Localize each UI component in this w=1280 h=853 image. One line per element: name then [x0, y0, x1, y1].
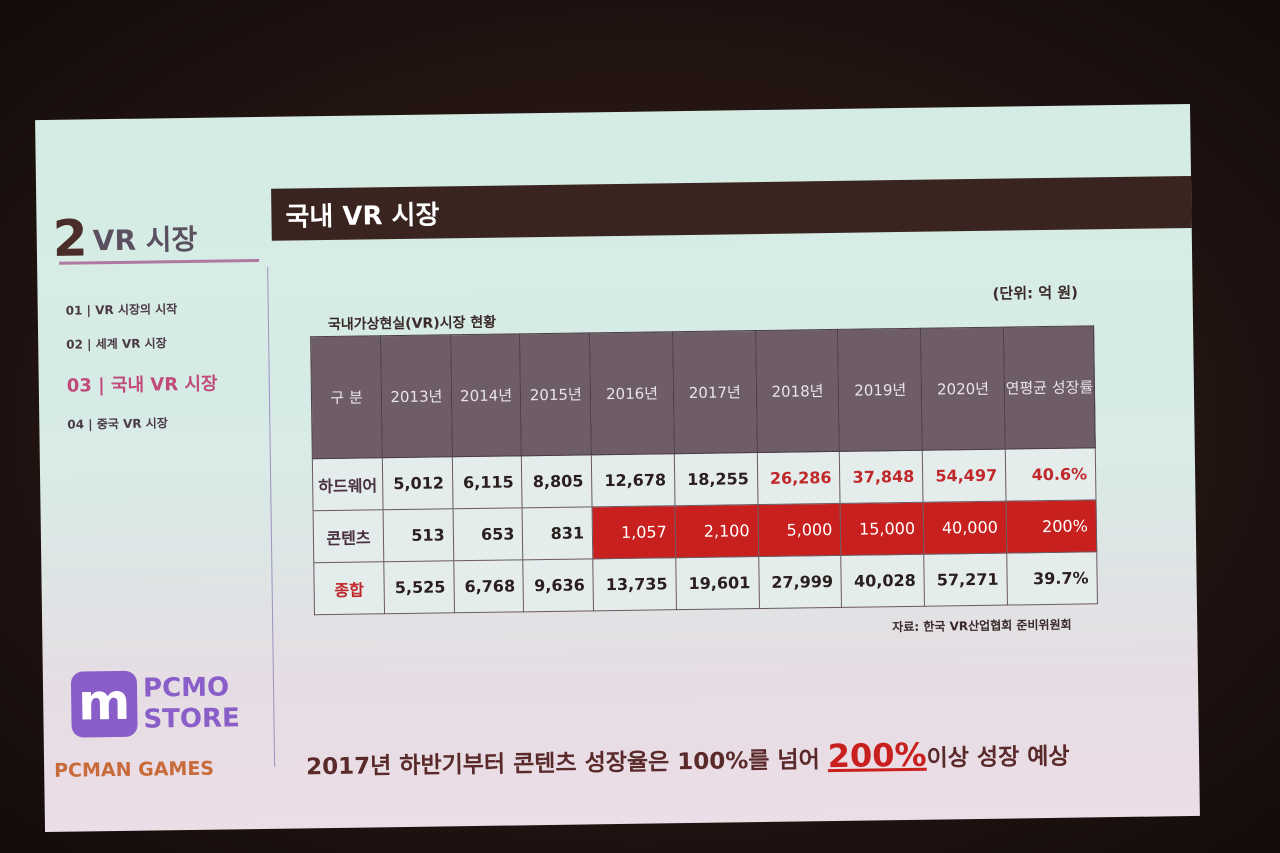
row-label: 종합 — [313, 561, 385, 615]
cell: 40,028 — [841, 554, 925, 608]
cell: 5,525 — [383, 560, 455, 614]
cell: 6,115 — [452, 455, 523, 509]
cell: 12,678 — [591, 453, 675, 507]
cell-highlight: 200% — [1005, 499, 1097, 554]
cell-highlight: 2,100 — [674, 504, 759, 558]
header-cell: 연평균 성장률 — [1003, 325, 1096, 450]
cell: 513 — [383, 508, 454, 562]
footer-pre: 2017년 하반기부터 콘텐츠 성장율은 100%를 넘어 — [305, 747, 828, 781]
footer-highlight: 200% — [827, 735, 927, 776]
cell: 19,601 — [675, 556, 760, 610]
cell-highlight: 5,000 — [757, 503, 842, 557]
divider — [59, 258, 260, 265]
divider — [267, 266, 276, 767]
cell: 653 — [452, 507, 524, 561]
cell-highlight: 15,000 — [840, 502, 924, 556]
nav-item-3-active: 03 | 국내 VR 시장 — [66, 373, 218, 397]
header-cell: 2013년 — [380, 334, 453, 458]
cell-highlight: 40,000 — [923, 501, 1007, 555]
cell: 18,255 — [674, 452, 758, 506]
header-cell: 2016년 — [589, 331, 675, 455]
cell-highlight: 1,057 — [592, 505, 676, 559]
cell: 37,848 — [839, 450, 924, 504]
nav-item-4: 04 | 중국 VR 시장 — [67, 416, 168, 432]
pcman-games-logo: PCMAN GAMES — [54, 757, 215, 782]
cell: 26,286 — [757, 451, 841, 505]
cell: 39.7% — [1006, 551, 1098, 606]
nav-item-1: 01 | VR 시장의 시작 — [65, 302, 178, 318]
header-cell: 2020년 — [920, 327, 1006, 451]
header-cell: 2015년 — [520, 332, 592, 456]
table-caption: 국내가상현실(VR)시장 현황 — [327, 314, 497, 334]
cell: 54,497 — [922, 449, 1006, 503]
cell: 57,271 — [923, 553, 1008, 607]
unit-label: (단위: 억 원) — [992, 283, 1079, 303]
slide-title: 국내 VR 시장 — [271, 175, 1192, 241]
cell: 831 — [522, 506, 593, 560]
header-cell: 2018년 — [755, 329, 840, 453]
section-title: VR 시장 — [92, 222, 198, 258]
footer-statement: 2017년 하반기부터 콘텐츠 성장율은 100%를 넘어 200%이상 성장 … — [306, 734, 1070, 783]
cell: 9,636 — [523, 558, 594, 612]
header-cell: 2019년 — [838, 328, 923, 452]
table-header-row: 구 분 2013년 2014년 2015년 2016년 2017년 2018년 … — [310, 325, 1096, 459]
cell: 6,768 — [453, 559, 524, 613]
cell: 5,012 — [382, 456, 453, 510]
row-label: 하드웨어 — [312, 457, 384, 511]
table-row: 종합 5,525 6,768 9,636 13,735 19,601 27,99… — [313, 551, 1098, 615]
cell: 40.6% — [1005, 447, 1096, 502]
section-number: 2 — [52, 209, 88, 268]
cell: 8,805 — [521, 454, 593, 508]
nav-item-2: 02 | 세계 VR 시장 — [66, 336, 167, 352]
header-cell: 2017년 — [672, 330, 758, 454]
source-note: 자료: 한국 VR산업협회 준비위원회 — [892, 617, 1072, 635]
header-cell: 구 분 — [310, 335, 383, 459]
slide: 2 VR 시장 01 | VR 시장의 시작 02 | 세계 VR 시장 03 … — [35, 103, 1200, 833]
pcmo-store-logo: PCMO STORE — [142, 672, 241, 735]
cell: 13,735 — [592, 557, 677, 611]
footer-post: 이상 성장 예상 — [926, 743, 1070, 772]
market-table: 구 분 2013년 2014년 2015년 2016년 2017년 2018년 … — [310, 325, 1098, 615]
row-label: 콘텐츠 — [313, 509, 384, 563]
pcmo-logo-icon: m — [70, 670, 138, 738]
cell: 27,999 — [758, 555, 842, 609]
header-cell: 2014년 — [450, 333, 522, 457]
